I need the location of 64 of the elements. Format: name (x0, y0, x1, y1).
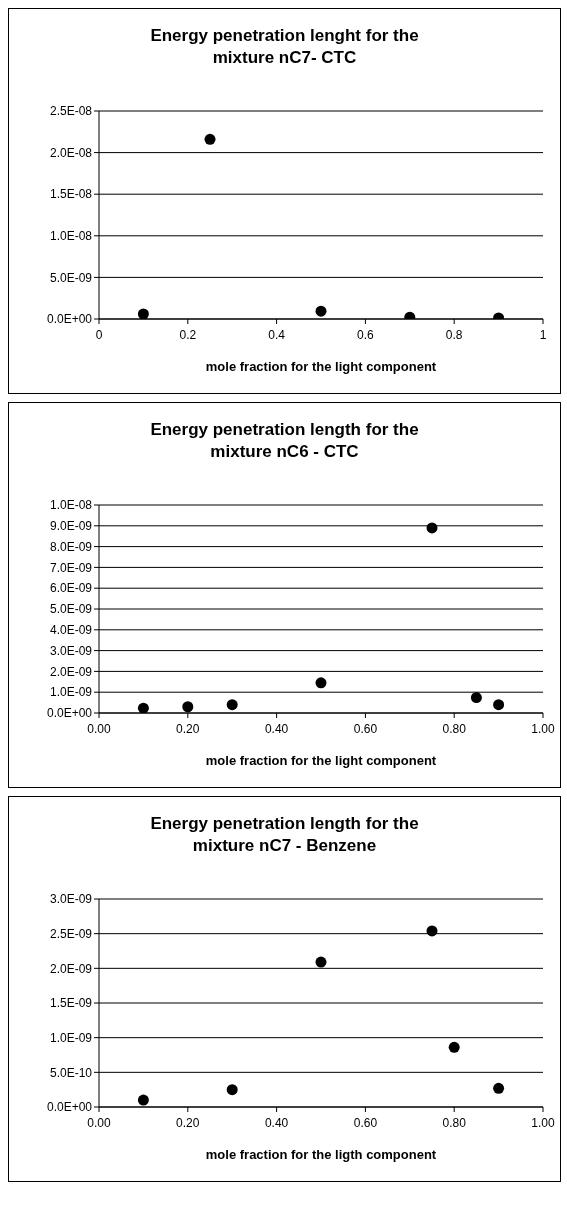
x-tick-label: 0.20 (176, 721, 200, 736)
x-tick-label: 1.00 (531, 1115, 555, 1130)
x-tick-label: 0.60 (353, 721, 378, 736)
x-tick-label: 0 (95, 327, 103, 342)
y-tick-label: 2.5E-08 (49, 104, 93, 119)
x-axis-title: mole fraction for the ligth component (205, 1147, 437, 1162)
point (137, 702, 149, 713)
x-tick-label: 0.20 (176, 1115, 200, 1130)
x-tick-label: 1 (539, 327, 547, 342)
x-axis-title: mole fraction for the light component (205, 753, 437, 768)
point (226, 699, 238, 711)
y-tick-label: 8.0E-09 (49, 539, 93, 554)
y-tick-label: 5.0E-09 (49, 602, 93, 617)
y-tick-label: 3.0E-09 (49, 643, 93, 658)
point (470, 692, 482, 704)
point (315, 677, 327, 689)
point (493, 699, 505, 711)
point (137, 1094, 149, 1106)
point (426, 925, 438, 937)
chart-title: Energy penetration lenght for the mixture nC7- CTC (149, 25, 420, 69)
y-tick-label: 5.0E-09 (49, 270, 93, 285)
point (226, 1084, 238, 1096)
y-tick-label: 1.5E-08 (49, 187, 93, 202)
chart-title: Energy penetration length for the mixture nC7 - Benzene (149, 813, 420, 857)
y-tick-label: 1.0E-09 (49, 1030, 93, 1045)
y-tick-label: 0.0E+00 (46, 1100, 93, 1115)
point (137, 308, 149, 319)
point (315, 956, 327, 968)
y-tick-label: 1.5E-09 (49, 996, 93, 1011)
point (315, 305, 327, 317)
y-tick-label: 1.0E-08 (49, 229, 93, 244)
x-tick-label: 0.2 (179, 327, 197, 342)
point (493, 1082, 505, 1094)
y-tick-label: 2.5E-09 (49, 926, 93, 941)
x-tick-label: 0.60 (353, 1115, 378, 1130)
x-tick-label: 0.80 (442, 1115, 467, 1130)
y-tick-label: 7.0E-09 (49, 560, 93, 575)
chart-title: Energy penetration length for the mixture nC6 - CTC (149, 419, 420, 463)
y-tick-label: 2.0E-09 (49, 961, 93, 976)
x-tick-label: 0.00 (87, 1115, 111, 1130)
x-tick-label: 0.00 (87, 721, 111, 736)
y-tick-label: 2.0E-09 (49, 664, 93, 679)
x-axis-title: mole fraction for the light component (205, 359, 437, 374)
point (182, 701, 194, 713)
x-tick-label: 0.40 (264, 721, 289, 736)
y-tick-label: 2.0E-08 (49, 145, 93, 160)
y-tick-label: 6.0E-09 (49, 581, 93, 596)
x-tick-label: 0.40 (264, 1115, 289, 1130)
x-tick-label: 0.8 (445, 327, 463, 342)
y-tick-label: 5.0E-10 (49, 1065, 93, 1080)
y-tick-label: 9.0E-09 (49, 519, 93, 534)
y-tick-label: 4.0E-09 (49, 623, 93, 638)
x-tick-label: 0.80 (442, 721, 467, 736)
x-tick-label: 0.4 (268, 327, 286, 342)
point (204, 133, 216, 145)
x-tick-label: 0.6 (357, 327, 375, 342)
point (448, 1041, 460, 1053)
point (426, 522, 438, 534)
y-tick-label: 1.0E-08 (49, 498, 93, 513)
x-tick-label: 1.00 (531, 721, 555, 736)
y-tick-label: 1.0E-09 (49, 685, 93, 700)
y-tick-label: 0.0E+00 (46, 312, 93, 327)
y-tick-label: 3.0E-09 (49, 892, 93, 907)
y-tick-label: 0.0E+00 (46, 706, 93, 721)
